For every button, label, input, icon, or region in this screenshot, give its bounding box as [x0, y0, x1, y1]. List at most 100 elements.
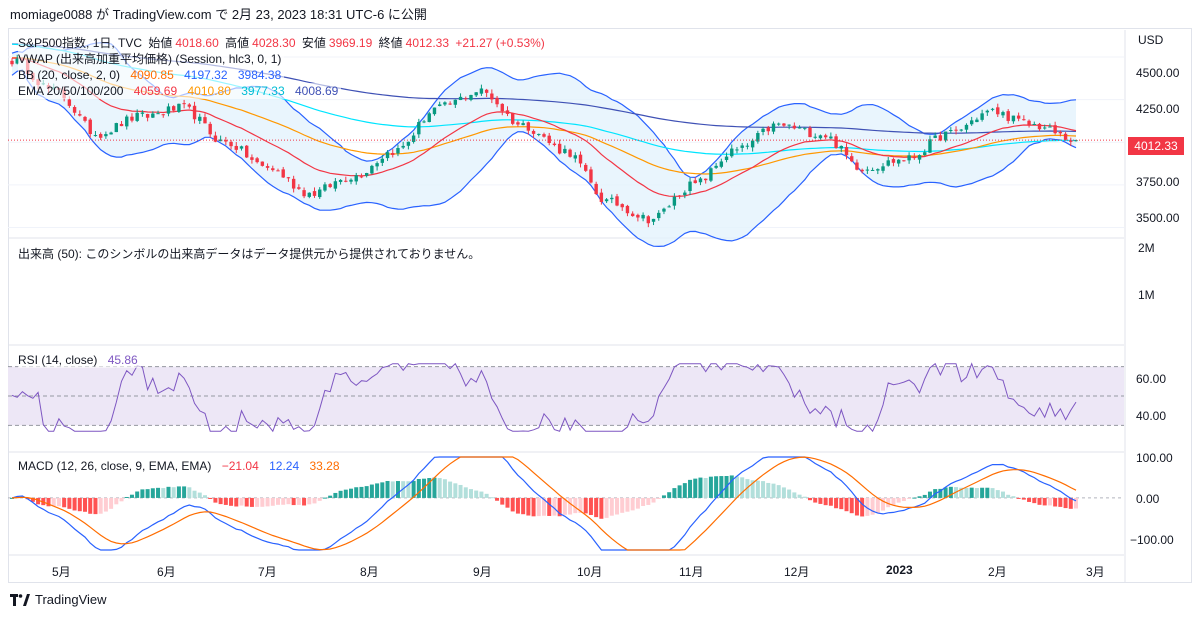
volume-label: 出来高 (50): このシンボルの出来高データはデータ提供元から提供されておりま… [18, 247, 481, 261]
time-label: 2月 [988, 565, 1007, 579]
brand-name[interactable]: TradingView [35, 592, 107, 607]
candle-body [333, 181, 338, 189]
candle-body [829, 136, 833, 139]
macd-hist-bar [510, 497, 515, 512]
candle-body [787, 124, 791, 126]
candle-body [443, 102, 447, 105]
time-label: 2023 [886, 563, 913, 577]
candle-body [896, 159, 901, 164]
candle-body [870, 169, 875, 171]
ema50-value: 4010.80 [187, 84, 231, 98]
macd-hist-bar [865, 497, 870, 516]
candle-body [1001, 112, 1005, 116]
bb-basis-value: 4090.85 [130, 68, 174, 82]
macd-hist-bar [792, 492, 797, 498]
macd-hist-bar [651, 497, 656, 503]
macd-hist-bar [818, 497, 823, 504]
macd-hist-bar [145, 489, 150, 498]
candle-body [954, 129, 958, 131]
macd-hist-bar [1037, 497, 1042, 505]
macd-hist-bar [77, 497, 82, 512]
candle-body [1053, 125, 1057, 134]
candle-body [1069, 140, 1073, 142]
candle-body [1048, 126, 1052, 128]
candle-body [557, 143, 562, 154]
macd-hist-bar [573, 497, 578, 514]
price-tick: 3750.00 [1136, 175, 1180, 189]
candle-body [239, 146, 244, 149]
candle-body [740, 145, 744, 148]
candle-body [891, 159, 896, 163]
candle-body [67, 99, 72, 106]
candle-body [145, 113, 150, 118]
macd-hist-bar [1000, 491, 1005, 498]
macd-hist-bar [62, 497, 67, 508]
price-tick: 4250.00 [1136, 102, 1180, 116]
candle-body [516, 122, 520, 125]
candle-body [714, 165, 718, 168]
candle-body [344, 180, 348, 182]
rsi-line [11, 362, 1077, 433]
chart-frame[interactable] [8, 28, 1192, 583]
candle-body [782, 123, 786, 126]
macd-hist-bar [787, 489, 792, 498]
time-label: 8月 [360, 565, 379, 579]
macd-hist-bar [875, 497, 880, 513]
candle-body [521, 123, 525, 126]
candle-body [151, 113, 155, 118]
candlestick-series [10, 54, 1078, 228]
macd-hist-bar [881, 497, 886, 511]
macd-hist-bar [291, 497, 296, 506]
rsi-legend[interactable]: RSI (14, close) 45.86 [18, 352, 141, 368]
macd-hist-bar [578, 497, 583, 513]
candle-body [923, 152, 927, 156]
candle-body [792, 125, 797, 129]
candle-body [813, 136, 817, 138]
macd-hist-bar [114, 497, 119, 505]
bb-legend[interactable]: BB (20, close, 2, 0) 4090.85 4197.32 398… [18, 67, 285, 83]
macd-hist-bar [620, 497, 625, 513]
candle-body [912, 156, 917, 159]
macd-hist-bar [166, 486, 171, 498]
macd-hist-bar [521, 497, 526, 515]
ema-legend[interactable]: EMA 20/50/100/200 4059.69 4010.80 3977.3… [18, 83, 342, 99]
candle-body [417, 122, 421, 135]
candle-body [464, 98, 468, 100]
candle-body [255, 158, 259, 163]
macd-hist-bar [369, 484, 374, 498]
candle-body [584, 164, 588, 171]
macd-hist-bar [500, 497, 505, 505]
symbol-label[interactable]: S&P500指数, 1日, TVC [18, 36, 143, 50]
time-label: 12月 [784, 565, 810, 579]
macd-legend[interactable]: MACD (12, 26, close, 9, EMA, EMA) −21.04… [18, 458, 343, 474]
macd-hist-bar [750, 480, 755, 498]
candle-body [526, 122, 531, 131]
candle-body [630, 213, 635, 217]
macd-hist-bar [557, 497, 562, 517]
macd-hist-bar [1063, 497, 1068, 509]
candle-body [750, 140, 755, 148]
candle-body [797, 127, 802, 129]
volume-legend[interactable]: 出来高 (50): このシンボルの出来高データはデータ提供元から提供されておりま… [18, 246, 484, 262]
macd-hist-bar [1074, 497, 1078, 509]
candle-body [271, 168, 275, 171]
candle-body [307, 192, 311, 197]
candle-body [902, 160, 906, 162]
macd-hist-bar [625, 497, 630, 512]
vwap-legend[interactable]: VWAP (出来高加重平均価格) (Session, hlc3, 0, 1) [18, 51, 285, 67]
macd-hist-bar [140, 489, 145, 498]
macd-hist-bar [479, 491, 484, 498]
macd-hist-bar [302, 497, 307, 506]
macd-hist-bar [552, 497, 557, 516]
macd-hist-bar [1047, 497, 1052, 506]
macd-hist-bar [995, 490, 1000, 498]
macd-tick: −100.00 [1130, 533, 1174, 547]
candle-body [771, 123, 776, 132]
macd-hist-bar [276, 497, 280, 505]
macd-hist-bar [839, 497, 844, 510]
macd-hist-bar [917, 496, 922, 498]
macd-hist-bar [197, 492, 202, 498]
macd-hist-bar [630, 497, 635, 511]
macd-hist-bar [176, 486, 181, 498]
candle-body [990, 108, 995, 110]
